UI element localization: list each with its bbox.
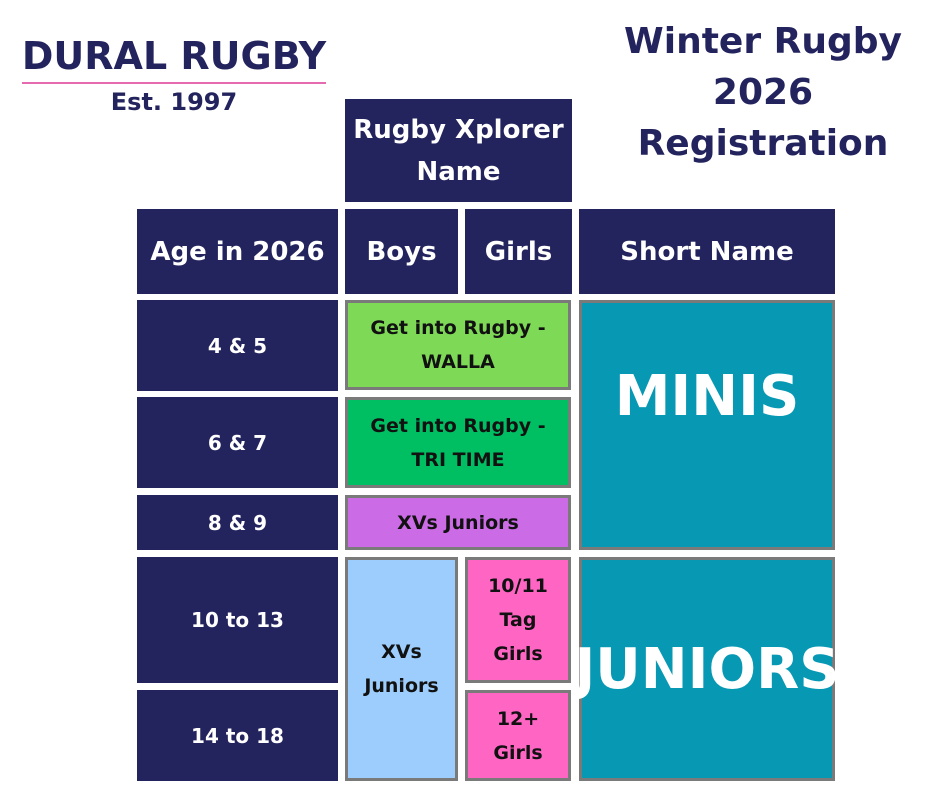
program-cell: 10/11 Tag Girls — [465, 557, 571, 683]
short-name: JUNIORS — [574, 557, 840, 781]
age-cell: 4 & 5 — [137, 300, 338, 391]
age-cell: 14 to 18 — [137, 690, 338, 781]
column-header: Short Name — [579, 209, 835, 294]
age-cell: 8 & 9 — [137, 495, 338, 550]
short-name: MINIS — [579, 300, 835, 550]
title-line: Winter Rugby — [624, 21, 902, 62]
program-cell: XVs Juniors — [345, 557, 458, 781]
age-cell: 6 & 7 — [137, 397, 338, 488]
xplorer-header: Rugby Xplorer Name — [345, 99, 572, 202]
title-line: 2026 — [712, 72, 814, 113]
program-cell: 12+ Girls — [465, 690, 571, 781]
program-cell: Get into Rugby - TRI TIME — [345, 397, 571, 488]
divider — [22, 82, 326, 84]
club-name: DURAL RUGBY — [21, 34, 327, 78]
column-header: Girls — [465, 209, 572, 294]
established: Est. 1997 — [110, 88, 238, 116]
column-header: Age in 2026 — [137, 209, 338, 294]
title-line: Registration — [637, 123, 889, 164]
title: Winter Rugby 2026 Registration — [600, 16, 926, 169]
age-cell: 10 to 13 — [137, 557, 338, 683]
program-cell: Get into Rugby - WALLA — [345, 300, 571, 390]
column-header: Boys — [345, 209, 458, 294]
program-cell: XVs Juniors — [345, 495, 571, 550]
